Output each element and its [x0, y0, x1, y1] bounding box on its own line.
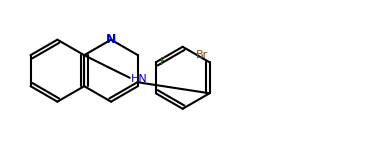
Text: F: F [160, 57, 166, 67]
Text: Br: Br [195, 50, 208, 60]
Text: HN: HN [131, 74, 147, 84]
Text: N: N [106, 33, 116, 46]
